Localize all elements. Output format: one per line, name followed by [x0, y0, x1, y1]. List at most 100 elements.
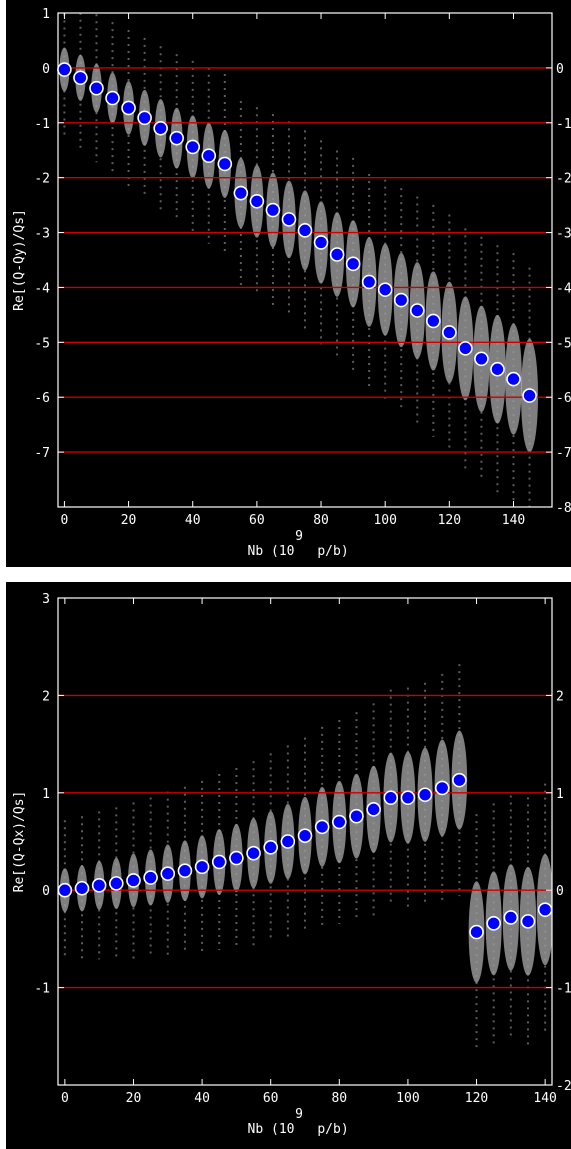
chart-top: 0 20 40 60 80 100 120 140 1 0 -1 -2 -3 -4 -5 -6 -7 0 -1 -2 -…	[12, 7, 571, 559]
y-tick-label-right: 1	[556, 787, 564, 802]
data-point	[194, 859, 210, 875]
data-point	[201, 148, 217, 164]
x-tick-label: 80	[331, 1091, 347, 1106]
y-tick-label-left: 3	[42, 592, 50, 607]
data-point	[434, 780, 450, 796]
y-axis-title: Re[(Q-Qx)/Qs]	[12, 791, 27, 893]
data-point	[377, 282, 393, 297]
x-axis-title-base: Nb (10	[248, 544, 295, 559]
data-point	[153, 120, 168, 136]
data-point	[458, 341, 473, 356]
spectrum-layer	[59, 664, 552, 1051]
x-tick-label: 0	[61, 1091, 69, 1106]
y-tick-label-right: -1	[556, 117, 571, 132]
y-tick-label-left: -1	[34, 117, 50, 132]
data-point	[217, 156, 233, 172]
data-point	[452, 772, 467, 788]
data-point	[486, 916, 501, 931]
x-tick-label: 140	[533, 1091, 556, 1106]
x-axis-title-unit: p/b)	[317, 1122, 348, 1137]
x-tick-label: 120	[438, 513, 461, 528]
y-tick-label-right: -3	[556, 227, 571, 242]
data-point	[57, 882, 73, 898]
data-point	[393, 292, 409, 308]
y-tick-label-left: -2	[34, 172, 50, 187]
data-point	[297, 828, 313, 843]
data-point	[474, 351, 489, 367]
data-point	[160, 866, 176, 881]
data-point	[503, 910, 519, 925]
data-point	[169, 130, 184, 146]
y-tick-label-left: 0	[42, 884, 50, 899]
data-point	[246, 845, 261, 861]
data-point	[345, 256, 361, 272]
y-tick-label-right: 0	[556, 62, 564, 77]
data-point	[426, 313, 441, 329]
chart-panel-bottom: 0 20 40 60 80 100 120 140 3 2 1 0 -1 2 1 0 -1 -2 9 Nb (10 p/…	[6, 582, 571, 1149]
data-point	[57, 62, 72, 77]
x-axis-exponent: 9	[295, 529, 303, 544]
data-point	[281, 212, 297, 227]
data-point	[400, 790, 416, 805]
chart-panel-top: 0 20 40 60 80 100 120 140 1 0 -1 -2 -3 -4 -5 -6 -7 0 -1 -2 -…	[6, 0, 571, 567]
data-point	[137, 110, 152, 126]
data-point	[537, 902, 553, 917]
y-tick-label-left: -1	[34, 982, 50, 997]
y-tick-label-right: 2	[556, 689, 564, 704]
y-tick-label-left: -4	[34, 281, 50, 296]
data-point	[74, 880, 90, 896]
data-point	[520, 914, 536, 929]
data-point	[522, 388, 537, 403]
data-point	[105, 90, 120, 106]
x-tick-label: 20	[121, 513, 137, 528]
y-tick-label-right: -5	[556, 336, 571, 351]
data-point	[469, 924, 484, 940]
x-tick-label: 40	[185, 513, 201, 528]
y-tick-label-left: 2	[42, 689, 50, 704]
y-tick-label-right: -2	[556, 1079, 571, 1094]
y-tick-label-left: -7	[34, 446, 50, 461]
data-point	[442, 325, 457, 340]
y-tick-label-right: -2	[556, 172, 571, 187]
x-tick-label: 80	[313, 513, 329, 528]
y-tick-label-right: -4	[556, 281, 571, 296]
chart-bottom: 0 20 40 60 80 100 120 140 3 2 1 0 -1 2 1 0 -1 -2 9Nb (10 p/…	[12, 592, 571, 1137]
data-point	[73, 70, 88, 86]
data-point	[417, 787, 433, 803]
y-tick-label-left: 0	[42, 62, 50, 77]
x-tick-label: 120	[465, 1091, 488, 1106]
data-point	[233, 185, 249, 201]
data-point	[506, 371, 521, 387]
y-axis-title: Re[(Q-Qy)/Qs]	[12, 209, 27, 311]
data-point	[349, 808, 364, 824]
data-point	[177, 863, 193, 879]
data-point	[91, 878, 107, 893]
y-tick-label-right: -7	[556, 446, 571, 461]
x-tick-label: 20	[126, 1091, 142, 1106]
y-tick-label-left: -5	[34, 336, 50, 351]
data-point	[109, 876, 124, 891]
x-tick-label: 60	[263, 1091, 279, 1106]
x-axis-exponent: 9	[295, 1107, 303, 1122]
y-tick-label-right: 0	[556, 884, 564, 899]
x-tick-label: 60	[249, 513, 265, 528]
y-tick-label-left: -3	[34, 227, 50, 242]
data-point	[185, 139, 201, 155]
data-point	[409, 303, 425, 318]
spectrum-layer	[59, 13, 539, 507]
data-point	[143, 870, 158, 885]
data-point	[313, 235, 329, 250]
x-tick-label: 40	[194, 1091, 210, 1106]
data-point	[490, 361, 505, 377]
data-point	[332, 814, 347, 830]
y-tick-label-right: -1	[556, 982, 571, 997]
plot-frame	[57, 12, 553, 508]
y-tick-label-left: 1	[42, 7, 50, 22]
data-point	[265, 202, 281, 218]
data-point	[263, 840, 278, 855]
data-point	[126, 873, 141, 888]
data-point	[121, 100, 136, 116]
data-point	[280, 834, 296, 849]
x-tick-label: 0	[61, 513, 69, 528]
y-tick-label-right: -6	[556, 391, 571, 406]
